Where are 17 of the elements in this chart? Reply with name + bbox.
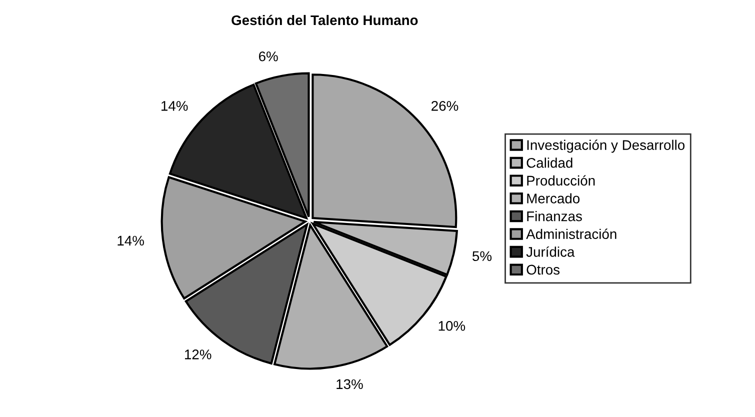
legend-label: Administración: [526, 228, 616, 240]
legend-label: Mercado: [527, 193, 580, 204]
data-label: 14%: [162, 101, 188, 111]
legend-label: Otros: [526, 264, 560, 275]
chart-title: Gestión del Talento Humano: [232, 14, 418, 26]
data-label: 12%: [185, 350, 212, 360]
data-label: 26%: [432, 100, 458, 111]
legend-label: Producción: [527, 175, 595, 186]
data-label: 14%: [118, 236, 144, 246]
data-label: 10%: [438, 320, 466, 331]
legend-label: Jurídica: [526, 246, 575, 257]
data-label: 13%: [336, 379, 363, 390]
data-label: 6%: [259, 51, 278, 62]
data-label: 5%: [472, 251, 492, 262]
legend-label: Investigación y Desarrollo: [527, 140, 685, 153]
legend-label: Calidad: [526, 158, 572, 168]
legend-label: Finanzas: [527, 211, 582, 222]
